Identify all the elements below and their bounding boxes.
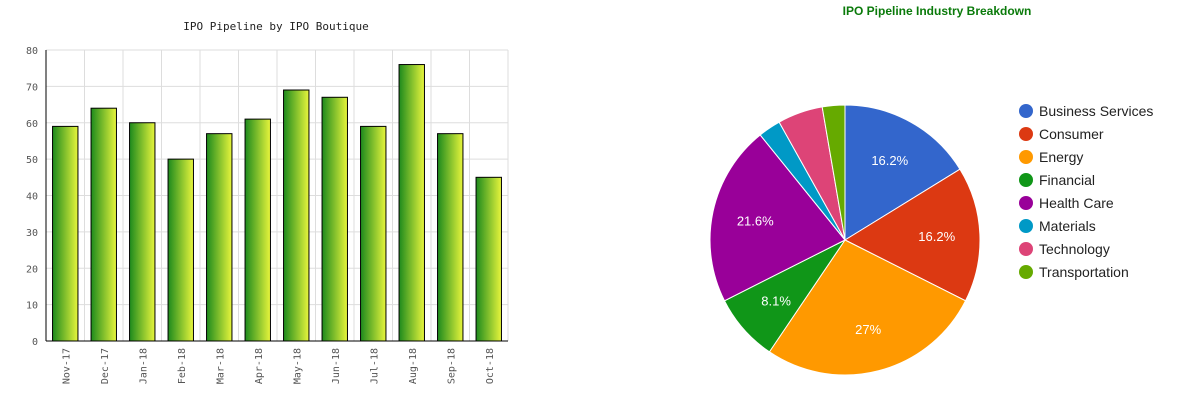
- x-tick-label: Jul-18: [369, 348, 380, 384]
- legend-swatch: [1019, 265, 1033, 279]
- legend-swatch: [1019, 150, 1033, 164]
- bar: [398, 64, 425, 342]
- bar: [475, 176, 502, 342]
- x-tick-label: Sep-18: [446, 348, 457, 384]
- x-tick-label: Mar-18: [215, 348, 226, 384]
- y-tick-label: 20: [26, 264, 38, 275]
- legend-swatch: [1019, 104, 1033, 118]
- x-tick-label: Aug-18: [408, 348, 419, 384]
- bar: [52, 125, 79, 342]
- pie-chart-title: IPO Pipeline Industry Breakdown: [843, 4, 1032, 18]
- bar: [437, 133, 464, 342]
- legend-swatch: [1019, 127, 1033, 141]
- bar: [206, 133, 233, 342]
- x-tick-label: Feb-18: [177, 348, 188, 384]
- legend-swatch: [1019, 196, 1033, 210]
- y-tick-label: 40: [26, 192, 38, 203]
- bar: [321, 96, 348, 342]
- pie-slice-label: 16.2%: [871, 153, 908, 168]
- y-tick-label: 70: [26, 82, 38, 93]
- pie-slice: [709, 134, 846, 302]
- legend-label: Business Services: [1039, 103, 1153, 119]
- pie-slice-label: 16.2%: [918, 229, 955, 244]
- legend-label: Health Care: [1039, 195, 1114, 211]
- pie-slice-label: 21.6%: [737, 214, 774, 229]
- legend-label: Technology: [1039, 241, 1110, 257]
- pie-slice: [821, 104, 846, 241]
- pie-chart: IPO Pipeline Industry Breakdown 16.2% 16.…: [709, 4, 1153, 376]
- y-tick-label: 30: [26, 228, 38, 239]
- x-tick-label: Oct-18: [485, 348, 496, 384]
- pie-slice: [843, 168, 981, 302]
- bar: [167, 158, 194, 342]
- pie-slice: [768, 239, 967, 376]
- legend-swatch: [1019, 173, 1033, 187]
- bar-chart: IPO Pipeline by IPO Boutique 0 10 20 30 40 50…: [26, 20, 509, 384]
- y-tick-label: 0: [32, 337, 38, 348]
- x-tick-label: Apr-18: [254, 348, 265, 384]
- pie-slice-label: 27%: [855, 322, 881, 337]
- legend-label: Materials: [1039, 218, 1096, 234]
- bar-chart-title: IPO Pipeline by IPO Boutique: [183, 20, 368, 33]
- bar: [360, 125, 387, 342]
- legend-swatch: [1019, 219, 1033, 233]
- x-tick-label: Nov-17: [61, 348, 72, 384]
- pie-slice: [844, 104, 961, 241]
- bar: [283, 89, 310, 342]
- legend-label: Consumer: [1039, 126, 1104, 142]
- y-tick-label: 50: [26, 155, 38, 166]
- legend-swatch: [1019, 242, 1033, 256]
- y-tick-label: 80: [26, 46, 38, 57]
- pie-slice-label: 8.1%: [761, 294, 791, 309]
- bar: [244, 118, 271, 342]
- y-tick-label: 60: [26, 119, 38, 130]
- x-tick-label: May-18: [292, 348, 303, 384]
- legend-label: Transportation: [1039, 264, 1129, 280]
- legend-label: Energy: [1039, 149, 1083, 165]
- x-tick-label: Jan-18: [138, 348, 149, 384]
- bar: [129, 122, 156, 342]
- x-tick-label: Jun-18: [331, 348, 342, 384]
- x-tick-label: Dec-17: [100, 348, 111, 384]
- bar: [90, 107, 117, 342]
- legend-label: Financial: [1039, 172, 1095, 188]
- y-tick-label: 10: [26, 301, 38, 312]
